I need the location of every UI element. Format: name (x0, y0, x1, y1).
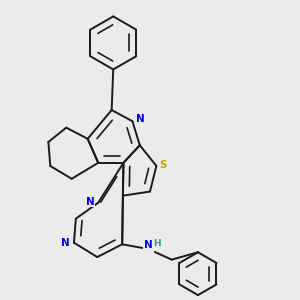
Text: N: N (144, 240, 153, 250)
Text: S: S (159, 160, 166, 170)
Text: H: H (153, 239, 160, 248)
Text: N: N (86, 197, 94, 207)
Text: N: N (61, 238, 69, 248)
Text: N: N (136, 114, 145, 124)
